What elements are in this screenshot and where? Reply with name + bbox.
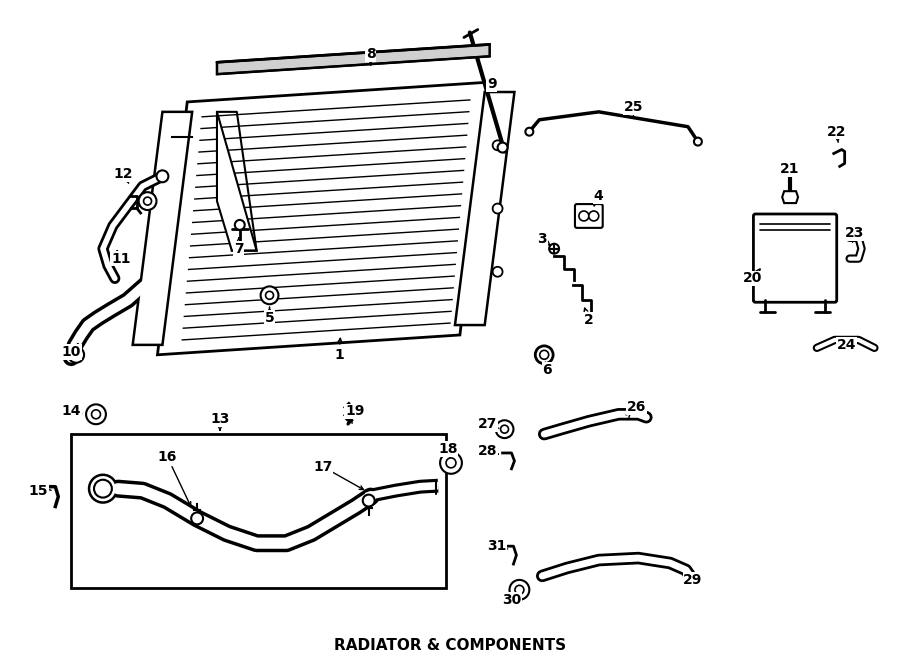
Text: 28: 28 bbox=[478, 444, 498, 458]
Circle shape bbox=[549, 244, 559, 254]
Circle shape bbox=[86, 404, 106, 424]
Text: 1: 1 bbox=[334, 348, 344, 362]
Text: 26: 26 bbox=[626, 401, 646, 414]
Circle shape bbox=[492, 204, 502, 213]
Circle shape bbox=[500, 425, 508, 433]
Circle shape bbox=[89, 475, 117, 502]
Circle shape bbox=[68, 347, 84, 363]
Text: 2: 2 bbox=[584, 313, 594, 327]
Polygon shape bbox=[132, 112, 193, 345]
Bar bbox=[71, 434, 446, 588]
Circle shape bbox=[496, 420, 514, 438]
Circle shape bbox=[589, 211, 598, 221]
Circle shape bbox=[440, 452, 462, 474]
Polygon shape bbox=[782, 191, 798, 203]
Text: 20: 20 bbox=[742, 271, 762, 285]
Text: 12: 12 bbox=[113, 167, 132, 181]
Circle shape bbox=[509, 580, 529, 600]
Text: 19: 19 bbox=[345, 404, 364, 418]
Text: 6: 6 bbox=[543, 363, 552, 377]
Text: 13: 13 bbox=[211, 412, 230, 426]
Circle shape bbox=[94, 480, 112, 498]
Circle shape bbox=[515, 585, 524, 594]
Text: 8: 8 bbox=[365, 48, 375, 62]
Text: 22: 22 bbox=[827, 124, 847, 138]
Circle shape bbox=[157, 170, 168, 182]
FancyBboxPatch shape bbox=[753, 214, 837, 303]
Text: 18: 18 bbox=[438, 442, 458, 456]
Text: 16: 16 bbox=[158, 450, 177, 464]
Circle shape bbox=[446, 458, 456, 468]
Text: 27: 27 bbox=[478, 417, 498, 431]
FancyBboxPatch shape bbox=[575, 204, 603, 228]
Circle shape bbox=[536, 346, 554, 363]
Circle shape bbox=[363, 495, 374, 506]
Circle shape bbox=[261, 287, 278, 305]
Circle shape bbox=[235, 220, 245, 230]
Text: 7: 7 bbox=[234, 242, 244, 256]
Circle shape bbox=[92, 410, 101, 419]
Polygon shape bbox=[217, 112, 256, 251]
Polygon shape bbox=[158, 82, 490, 355]
Text: 24: 24 bbox=[837, 338, 857, 352]
Text: 4: 4 bbox=[594, 189, 604, 203]
Text: 29: 29 bbox=[683, 573, 703, 587]
Text: 30: 30 bbox=[502, 592, 521, 607]
Text: 10: 10 bbox=[61, 345, 81, 359]
Circle shape bbox=[694, 138, 702, 146]
Text: 11: 11 bbox=[111, 252, 130, 265]
Polygon shape bbox=[455, 92, 515, 325]
Text: 17: 17 bbox=[313, 460, 333, 474]
Circle shape bbox=[540, 350, 549, 359]
Circle shape bbox=[191, 512, 203, 524]
Circle shape bbox=[492, 140, 502, 150]
Text: 25: 25 bbox=[624, 100, 644, 114]
Circle shape bbox=[144, 197, 151, 205]
Text: 9: 9 bbox=[487, 77, 497, 91]
Text: 23: 23 bbox=[845, 226, 864, 240]
Text: RADIATOR & COMPONENTS: RADIATOR & COMPONENTS bbox=[334, 638, 566, 653]
Text: 5: 5 bbox=[265, 311, 274, 325]
Text: 15: 15 bbox=[29, 484, 49, 498]
Text: 21: 21 bbox=[780, 162, 800, 176]
Circle shape bbox=[579, 211, 589, 221]
Text: 3: 3 bbox=[537, 232, 547, 246]
Circle shape bbox=[526, 128, 534, 136]
Circle shape bbox=[266, 291, 274, 299]
Polygon shape bbox=[217, 44, 490, 74]
Text: 31: 31 bbox=[487, 539, 507, 553]
Text: 14: 14 bbox=[61, 404, 81, 418]
Circle shape bbox=[498, 142, 508, 152]
Circle shape bbox=[139, 192, 157, 210]
Circle shape bbox=[492, 267, 502, 277]
